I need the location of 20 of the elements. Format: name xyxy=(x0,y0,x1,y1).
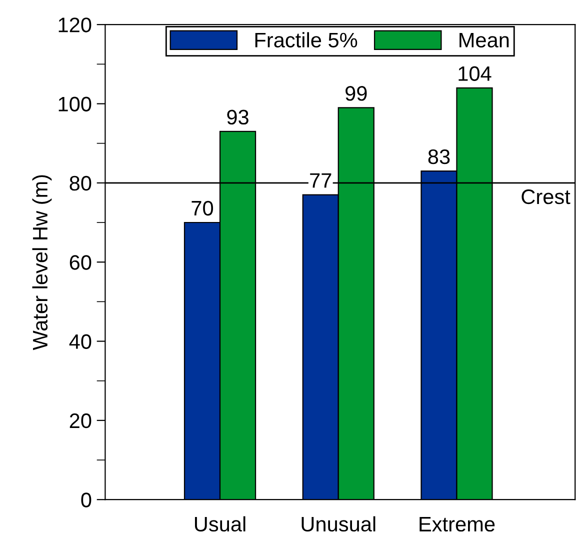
x-tick-label: Usual xyxy=(194,516,246,532)
y-axis-title: Water level Hw (m) xyxy=(32,175,52,350)
y-tick-label: 100 xyxy=(58,96,92,112)
y-tick-label: 80 xyxy=(70,176,92,191)
y-tick-label: 60 xyxy=(70,255,92,270)
data-label: 99 xyxy=(346,86,367,101)
y-tick-label: 120 xyxy=(58,18,92,32)
y-tick-label: 20 xyxy=(70,413,92,428)
data-label: 70 xyxy=(192,200,214,216)
data-label: 83 xyxy=(428,149,450,164)
x-tick-label: Unusual xyxy=(302,516,376,532)
legend-label: Fractile 5% xyxy=(255,32,358,48)
x-tick-label: Extreme xyxy=(420,517,495,532)
legend-label: Mean xyxy=(460,32,509,48)
data-label: 77 xyxy=(310,173,332,188)
data-label: 104 xyxy=(458,66,492,82)
y-tick-label: 40 xyxy=(69,334,92,350)
data-label: 93 xyxy=(227,110,248,125)
y-tick-label: 0 xyxy=(81,492,92,508)
ref-line-label: Crest xyxy=(522,189,570,204)
